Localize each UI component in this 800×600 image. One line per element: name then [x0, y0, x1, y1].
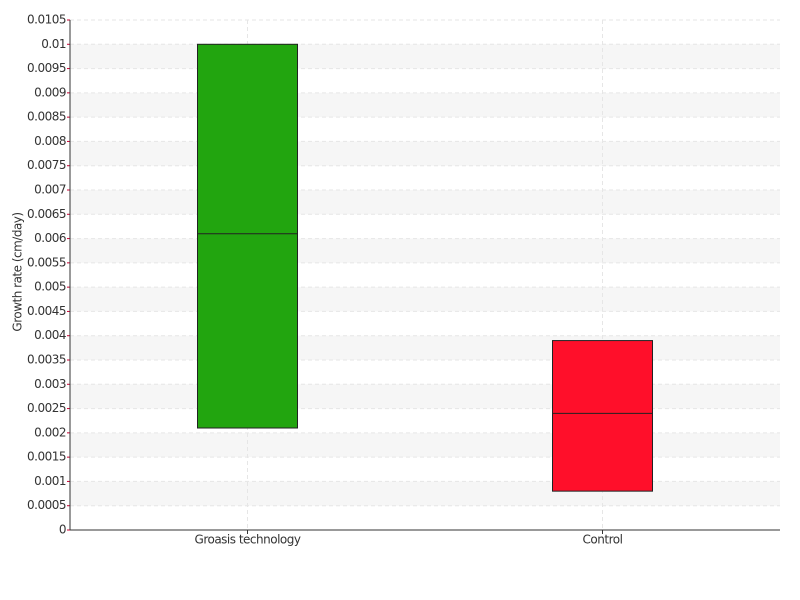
x-tick-label: Control — [583, 533, 623, 547]
y-tick-label: 0.0095 — [27, 61, 66, 75]
y-tick-label: 0.01 — [41, 37, 66, 51]
y-tick-label: 0.004 — [34, 328, 66, 342]
y-tick-label: 0.001 — [34, 474, 66, 488]
grid-stripe — [70, 44, 780, 69]
y-tick-label: 0.0035 — [27, 353, 66, 367]
y-tick-label: 0.006 — [34, 231, 66, 245]
grid-stripe — [70, 92, 780, 118]
box — [552, 340, 653, 492]
y-tick-label: 0.008 — [34, 134, 66, 148]
y-tick-label: 0.0065 — [27, 207, 66, 221]
grid-stripe — [70, 335, 780, 360]
y-tick-label: 0.007 — [34, 183, 66, 197]
y-tick-label: 0.005 — [34, 280, 66, 294]
y-tick-label: 0.0055 — [27, 255, 66, 269]
grid-stripe — [70, 432, 780, 458]
grid-stripe — [70, 238, 780, 263]
grid-stripe — [70, 481, 780, 506]
grid-stripe — [70, 287, 780, 312]
box — [197, 43, 298, 429]
y-tick-label: 0.0005 — [27, 498, 66, 512]
grid-stripe — [70, 384, 780, 409]
y-tick-label: 0.002 — [34, 425, 66, 439]
grid-stripe — [70, 141, 780, 166]
y-tick-label: 0.009 — [34, 85, 66, 99]
y-tick-label: 0.003 — [34, 377, 66, 391]
y-tick-label: 0.0025 — [27, 401, 66, 415]
y-tick-label: 0.0075 — [27, 158, 66, 172]
y-tick-label: 0.0085 — [27, 110, 66, 124]
y-tick-label: 0.0045 — [27, 304, 66, 318]
y-tick-label: 0.0105 — [27, 13, 66, 27]
y-axis-label: Growth rate (cm/day) — [11, 212, 25, 331]
y-tick-label: 0.0015 — [27, 450, 66, 464]
x-tick-label: Groasis technology — [195, 533, 301, 547]
grid-stripe — [70, 190, 780, 215]
y-tick-label: 0 — [59, 523, 66, 537]
